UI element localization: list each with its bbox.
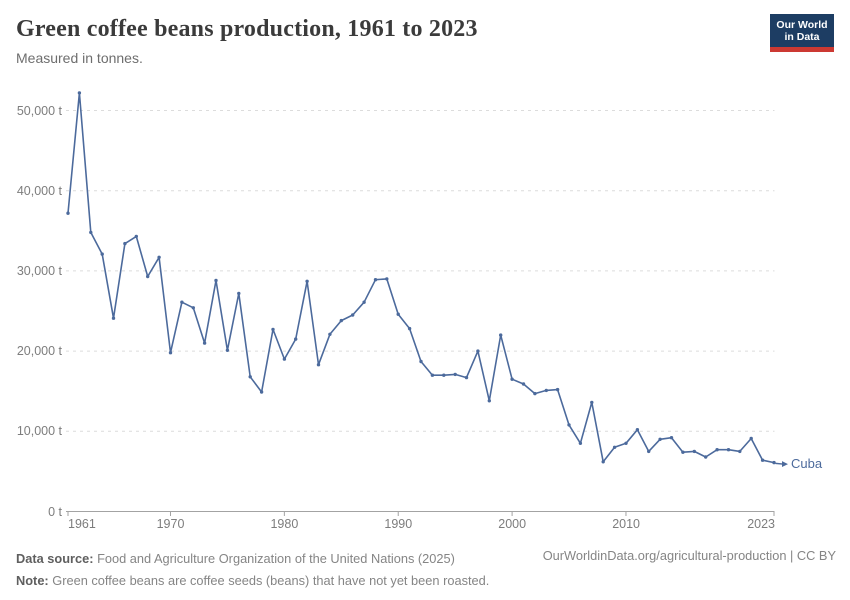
y-axis-label-10000: 10,000 t <box>16 424 62 439</box>
x-axis-label-1961: 1961 <box>68 517 96 531</box>
series-label-cuba[interactable]: Cuba <box>791 455 823 471</box>
note-label: Note: <box>16 573 49 588</box>
owid-link[interactable]: OurWorldinData.org/agricultural-producti… <box>542 548 787 563</box>
y-axis-label-20000: 20,000 t <box>16 344 62 359</box>
x-axis-label-1970: 1970 <box>156 517 185 531</box>
footer-left: Data source: Food and Agriculture Organi… <box>16 548 576 592</box>
owid-logo: Our World in Data <box>770 14 834 52</box>
x-axis-label-1980: 1980 <box>270 517 299 531</box>
page-title: Green coffee beans production, 1961 to 2… <box>16 16 478 42</box>
data-source-text: Food and Agriculture Organization of the… <box>93 551 455 566</box>
owid-logo-accent <box>770 47 834 52</box>
data-line-cuba[interactable] <box>67 92 775 464</box>
data-source-label: Data source: <box>16 551 94 566</box>
owid-logo-line1: Our World <box>776 18 828 31</box>
data-source-line: Data source: Food and Agriculture Organi… <box>16 548 576 570</box>
chart-subtitle: Measured in tonnes. <box>16 50 143 66</box>
gridlines <box>66 110 775 516</box>
note-text: Green coffee beans are coffee seeds (bea… <box>48 573 490 588</box>
note-line: Note: Green coffee beans are coffee seed… <box>16 570 576 592</box>
x-axis-label-1990: 1990 <box>384 517 413 531</box>
x-axis-label-2010: 2010 <box>612 517 640 531</box>
footer-right: OurWorldinData.org/agricultural-producti… <box>543 548 836 563</box>
label-connector-arrowhead <box>782 461 788 467</box>
y-axis-label-40000: 40,000 t <box>16 183 62 198</box>
x-axis-label-2023: 2023 <box>747 517 775 531</box>
owid-logo-box: Our World in Data <box>770 14 834 47</box>
y-axis-label-30000: 30,000 t <box>16 263 62 278</box>
y-axis-label-50000: 50,000 t <box>16 103 62 118</box>
y-axis-label-0: 0 t <box>48 504 62 519</box>
label-connector-line <box>775 462 784 465</box>
owid-logo-line2: in Data <box>784 30 820 43</box>
data-point-markers <box>66 91 776 465</box>
license-text: | CC BY <box>786 548 836 563</box>
x-axis-label-2000: 2000 <box>498 517 527 531</box>
